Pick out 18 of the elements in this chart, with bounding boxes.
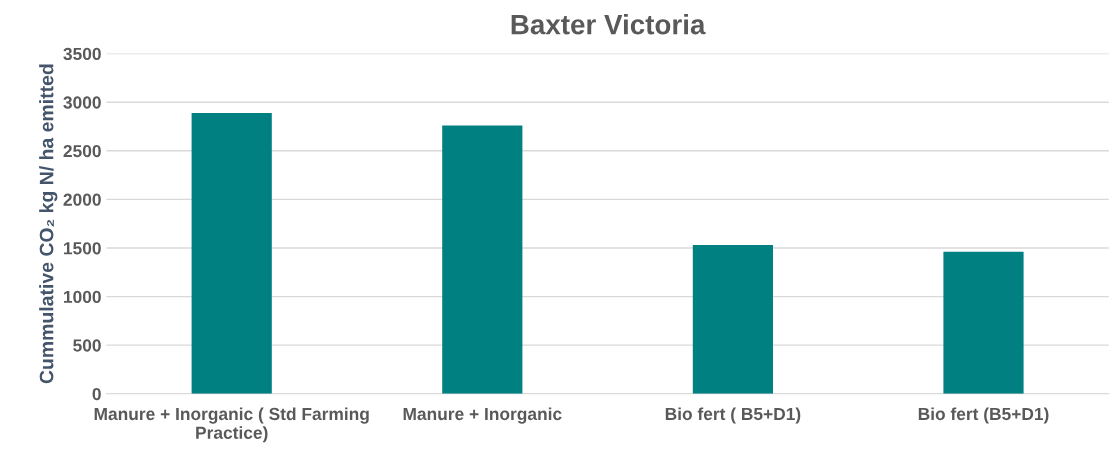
bar: [943, 251, 1024, 394]
y-tick-label: 1500: [64, 242, 101, 255]
y-tick-label: 3000: [63, 96, 101, 109]
bar: [191, 112, 272, 394]
bar: [692, 245, 773, 394]
x-tick-label: Bio fert ( B5+D1): [665, 407, 801, 424]
y-tick-label: 2000: [63, 193, 101, 206]
x-tick-label: Manure + Inorganic: [403, 407, 562, 424]
y-axis-title: Cummulative CO₂ kg N/ ha emitted: [39, 64, 58, 384]
chart-title: Baxter Victoria: [511, 14, 706, 35]
x-tick-label: Bio fert (B5+D1): [918, 407, 1049, 424]
y-tick-label: 1000: [64, 290, 101, 304]
y-tick-label: 2500: [63, 144, 101, 158]
y-tick-label: 500: [73, 339, 101, 352]
bar: [442, 125, 523, 394]
y-tick-label: 3500: [63, 47, 101, 61]
x-tick-label: Manure + Inorganic ( Std Farming Practice): [94, 407, 369, 443]
y-tick-label: 0: [92, 387, 101, 401]
